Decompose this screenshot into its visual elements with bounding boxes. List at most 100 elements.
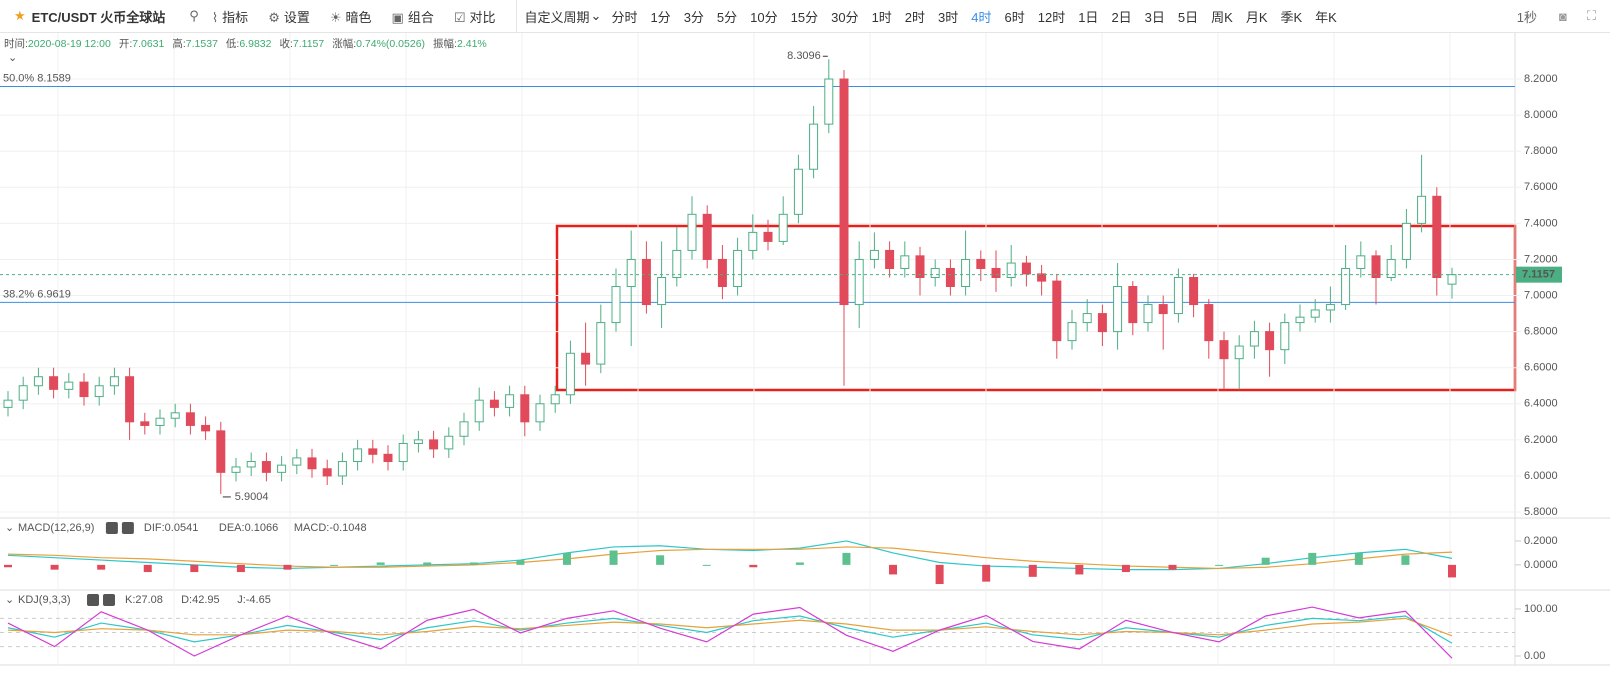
macd-bar [1215,564,1224,566]
candle-body [1325,304,1335,311]
symbol[interactable]: ETC/USDT 火币全球站 [31,9,166,25]
tool[interactable]: ▣ 组合 [392,7,434,26]
candle-body [1021,262,1031,275]
search-icon[interactable]: ⚲ [189,8,199,23]
tool-icon[interactable]: ☑ [453,9,466,25]
candle-body [748,231,758,251]
candle-body [930,267,940,278]
tool[interactable]: ⌇ 指标 [212,7,248,26]
star-icon[interactable]: ★ [14,8,26,23]
period[interactable]: 30分 [831,9,859,25]
candle-body [900,255,910,269]
macd-bar [749,564,758,568]
macd-bar [795,562,804,565]
candle-body [1432,195,1442,278]
candle-body [1447,274,1457,285]
refresh[interactable]: 1秒 [1516,9,1538,25]
candle-body [885,249,895,269]
collapse-icon[interactable]: ⌄ [8,52,17,64]
periods: 分时 1分 3分 5分 10分 15分 30分 1时 2时 3时 4时 6时 12时 1日 2日 3日 5日 周K… [611,7,1349,26]
info-label: 低: [225,38,240,50]
candle-body [961,258,971,288]
candle-body [854,258,864,306]
candle-body [246,461,256,468]
fullscreen-icon[interactable]: ⛶ [1586,8,1596,23]
period[interactable]: 年K [1315,9,1337,25]
period[interactable]: 季K [1280,9,1303,25]
tool-label[interactable]: 组合 [407,9,434,25]
period[interactable]: 10分 [750,9,778,25]
info-value: 2020-08-19 12:00 [27,38,111,50]
candle-body [1113,286,1123,333]
y-tick-label: 7.8000 [1524,145,1558,157]
candle-body [793,168,803,215]
period[interactable]: 6时 [1004,9,1025,25]
pane-title: KDJ(9,3,3) [18,594,71,606]
custom-period[interactable]: 自定义周期 [524,9,590,25]
period[interactable]: 分时 [611,9,638,25]
tool[interactable]: ☑ 对比 [454,7,496,26]
period[interactable]: 1分 [650,9,671,25]
tool-icon[interactable]: ☀ [329,9,342,25]
candle-body [1143,304,1153,324]
candle-body [1386,258,1396,278]
period[interactable]: 12时 [1037,9,1066,25]
tool-icon[interactable]: ⌇ [211,9,219,25]
indicator-line [7,615,1453,644]
macd-bar [516,560,525,565]
macd-bar [656,555,665,565]
candle-body [383,453,393,463]
period[interactable]: 15分 [790,9,819,25]
period[interactable]: 周K [1211,9,1233,25]
tool-label[interactable]: 设置 [283,9,310,25]
candle-body [565,352,575,396]
macd-bar [283,564,292,570]
candle-body [809,123,819,170]
info-label: 开: [118,38,133,50]
period[interactable]: 2时 [904,9,926,25]
candle-body [505,394,515,408]
period[interactable]: 3分 [683,9,704,25]
period[interactable]: 月K [1245,9,1268,25]
y-tick-label: 5.8000 [1524,506,1558,518]
y-tick-label: 6.2000 [1524,434,1558,446]
macd-bar [423,562,432,565]
period[interactable]: 2日 [1111,9,1132,25]
tool[interactable]: ⚙ 设置 [268,7,310,26]
tool[interactable]: ☀ 暗色 [330,7,372,26]
period[interactable]: 5日 [1177,9,1199,25]
period[interactable]: 1时 [871,9,892,25]
tool-icon[interactable]: ⚙ [268,9,280,25]
close-icon [121,522,134,534]
period[interactable]: 3时 [938,9,959,25]
candle-body [3,399,13,408]
candle-body [353,448,363,463]
candle-body [687,213,697,251]
candle-body [976,258,986,269]
candle-body [49,376,59,390]
dropdown-icon[interactable]: ⌄ [590,8,602,23]
candle-body [1234,345,1244,360]
macd-bar [702,564,711,566]
tool-label[interactable]: 暗色 [345,9,372,25]
tool-label[interactable]: 指标 [222,9,249,25]
legend-entry: K:27.08 [125,594,163,606]
macd-bar [1401,555,1410,565]
legend-entry: DIF:0.0541 [144,522,198,534]
period[interactable]: 4时 [971,9,992,25]
y-tick-label: 6.0000 [1524,470,1558,482]
tool-label[interactable]: 对比 [469,9,496,25]
camera-icon[interactable]: ◙ [1559,8,1567,24]
period[interactable]: 1日 [1078,9,1099,25]
info-value: 7.1157 [292,38,325,50]
period[interactable]: 5分 [716,9,738,25]
candle-body [1052,280,1062,342]
candle-body [581,352,591,365]
candle-body [429,439,439,450]
tool-icon[interactable]: ▣ [391,9,404,25]
period[interactable]: 3日 [1144,9,1165,25]
candle-body [201,424,211,432]
macd-bar [469,562,478,565]
candle-body [413,439,423,444]
